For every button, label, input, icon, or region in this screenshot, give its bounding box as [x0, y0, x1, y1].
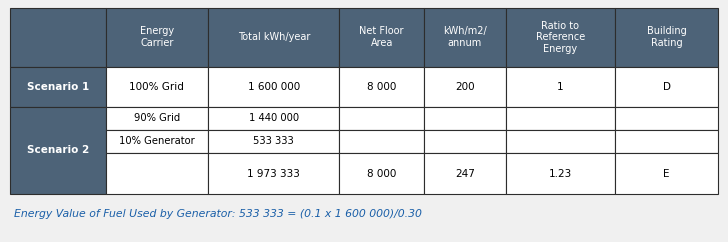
Text: Energy
Carrier: Energy Carrier	[140, 26, 174, 48]
Bar	[339, 67, 424, 106]
Bar	[208, 130, 339, 153]
Bar	[424, 67, 506, 106]
Bar	[106, 106, 208, 130]
Text: 247: 247	[455, 168, 475, 179]
Bar	[506, 106, 615, 130]
Text: Scenario 2: Scenario 2	[27, 145, 89, 155]
Bar	[424, 8, 506, 67]
Bar	[339, 130, 424, 153]
Bar	[506, 153, 615, 194]
Bar	[106, 130, 208, 153]
Text: 533 333: 533 333	[253, 136, 294, 146]
Bar	[106, 67, 208, 106]
Bar	[208, 67, 339, 106]
Bar	[506, 67, 615, 106]
Bar	[208, 106, 339, 130]
Bar	[106, 153, 208, 194]
Text: 8 000: 8 000	[367, 82, 396, 91]
Bar	[208, 8, 339, 67]
Bar	[424, 130, 506, 153]
Bar	[10, 8, 106, 67]
Text: Total kWh/year: Total kWh/year	[237, 32, 310, 42]
Text: 100% Grid: 100% Grid	[130, 82, 184, 91]
Bar	[339, 8, 424, 67]
Text: Net Floor
Area: Net Floor Area	[360, 26, 404, 48]
Text: 90% Grid: 90% Grid	[134, 113, 180, 123]
Bar	[339, 106, 424, 130]
Text: Building
Rating: Building Rating	[646, 26, 687, 48]
Text: 1 973 333: 1 973 333	[248, 168, 300, 179]
Bar	[10, 67, 106, 106]
Bar	[615, 130, 718, 153]
Text: 1.23: 1.23	[549, 168, 572, 179]
Text: 1 440 000: 1 440 000	[249, 113, 298, 123]
Bar	[615, 106, 718, 130]
Bar	[106, 8, 208, 67]
Bar	[424, 153, 506, 194]
Text: D: D	[662, 82, 670, 91]
Bar	[424, 106, 506, 130]
Text: Energy Value of Fuel Used by Generator: 533 333 = (0.1 x 1 600 000)/0.30: Energy Value of Fuel Used by Generator: …	[14, 209, 422, 219]
Text: Ratio to
Reference
Energy: Ratio to Reference Energy	[536, 21, 585, 54]
Text: kWh/m2/
annum: kWh/m2/ annum	[443, 26, 487, 48]
Text: Scenario 1: Scenario 1	[27, 82, 89, 91]
Text: 10% Generator: 10% Generator	[119, 136, 195, 146]
Bar	[615, 153, 718, 194]
Bar	[208, 153, 339, 194]
Bar	[339, 153, 424, 194]
Text: E: E	[663, 168, 670, 179]
Bar	[615, 8, 718, 67]
Text: 1 600 000: 1 600 000	[248, 82, 300, 91]
Bar	[10, 106, 106, 194]
Text: 200: 200	[455, 82, 475, 91]
Bar	[506, 130, 615, 153]
Bar	[615, 67, 718, 106]
Text: 8 000: 8 000	[367, 168, 396, 179]
Bar	[506, 8, 615, 67]
Text: 1: 1	[557, 82, 563, 91]
